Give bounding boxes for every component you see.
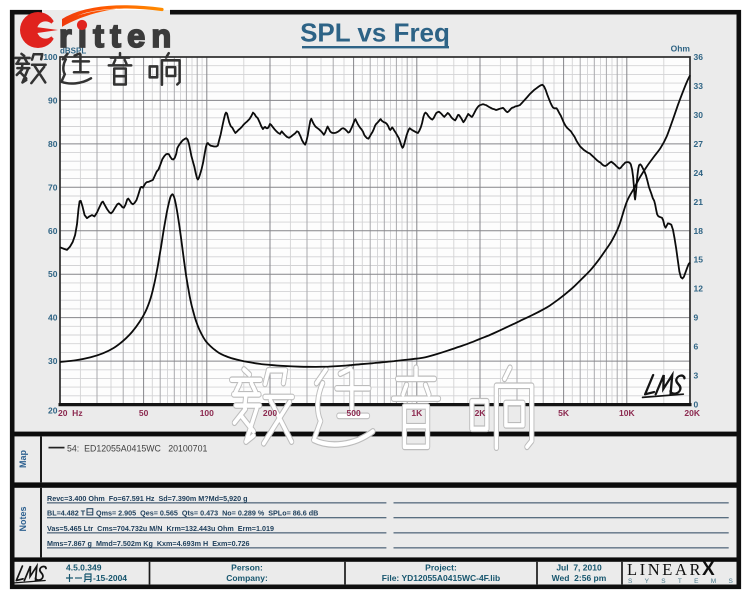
svg-text:20: 20 (48, 405, 58, 415)
svg-text:70: 70 (48, 182, 58, 192)
svg-text:Person:: Person: (231, 563, 263, 573)
svg-text:SYSTEMS: SYSTEMS (628, 578, 745, 585)
svg-text:Revc=3.400 Ohm Fo=67.591 Hz: Revc=3.400 Ohm Fo=67.591 Hz Sd=7.390m M?… (47, 494, 248, 503)
svg-text:0: 0 (694, 400, 699, 410)
svg-text:Vas=5.465 Ltr Cms=704.732u M/: Vas=5.465 Ltr Cms=704.732u M/N Krm=132.4… (47, 524, 274, 533)
svg-text:5K: 5K (558, 408, 570, 418)
svg-text:100: 100 (200, 408, 214, 418)
svg-text:9: 9 (694, 313, 699, 323)
svg-text:15: 15 (694, 255, 704, 265)
svg-text:3: 3 (694, 371, 699, 381)
svg-text:LINEAR: LINEAR (627, 560, 703, 579)
svg-text:20K: 20K (684, 408, 700, 418)
svg-text:20 Hz: 20 Hz (58, 408, 83, 418)
svg-text:Company:: Company: (226, 573, 268, 583)
svg-text:80: 80 (48, 139, 58, 149)
svg-text:X: X (702, 559, 715, 580)
svg-text:10K: 10K (619, 408, 635, 418)
svg-text:21: 21 (694, 197, 704, 207)
svg-text:ritten: ritten (59, 18, 177, 54)
svg-text:Ohm: Ohm (671, 44, 691, 54)
svg-text:200: 200 (263, 408, 277, 418)
svg-text:40: 40 (48, 313, 58, 323)
svg-text:50: 50 (139, 408, 149, 418)
svg-text:24: 24 (694, 168, 704, 178)
svg-text:File: YD12055A0415WC-4F.lib: File: YD12055A0415WC-4F.lib (382, 573, 500, 583)
svg-text:54: ED12055A0415WC 20100701: 54: ED12055A0415WC 20100701 (67, 444, 207, 454)
svg-text:Jul 7, 2010: Jul 7, 2010 (556, 563, 602, 573)
svg-text:1K: 1K (411, 408, 423, 418)
svg-text:50: 50 (48, 269, 58, 279)
svg-text:Mms=7.867 g Mmd=7.502m Kg Kx: Mms=7.867 g Mmd=7.502m Kg Kxm=4.693m H E… (47, 539, 250, 548)
svg-text:6: 6 (694, 342, 699, 352)
svg-text:Map: Map (18, 449, 28, 468)
svg-text:Wed 2:56 pm: Wed 2:56 pm (552, 573, 607, 583)
svg-text:33: 33 (694, 81, 704, 91)
svg-text:2K: 2K (475, 408, 487, 418)
svg-text:30: 30 (48, 356, 58, 366)
svg-text:Qms= 2.905 Qes= 0.565 Qts= 0: Qms= 2.905 Qes= 0.565 Qts= 0.473 No= 0.2… (96, 509, 318, 518)
svg-text:SPL vs Freq: SPL vs Freq (300, 18, 450, 48)
svg-text:BL=4.482 T: BL=4.482 T (47, 509, 86, 518)
svg-text:12: 12 (694, 284, 704, 294)
svg-text:dBSPL: dBSPL (60, 47, 86, 56)
svg-text:-15-2004: -15-2004 (93, 573, 127, 583)
svg-text:30: 30 (694, 110, 704, 120)
svg-text:90: 90 (48, 95, 58, 105)
svg-text:60: 60 (48, 226, 58, 236)
svg-text:36: 36 (694, 52, 704, 62)
svg-text:Notes: Notes (18, 506, 28, 531)
svg-text:500: 500 (347, 408, 361, 418)
svg-text:Project:: Project: (425, 563, 457, 573)
svg-text:27: 27 (694, 139, 704, 149)
svg-text:4.5.0.349: 4.5.0.349 (66, 563, 102, 573)
svg-text:100: 100 (43, 52, 57, 62)
svg-text:18: 18 (694, 226, 704, 236)
